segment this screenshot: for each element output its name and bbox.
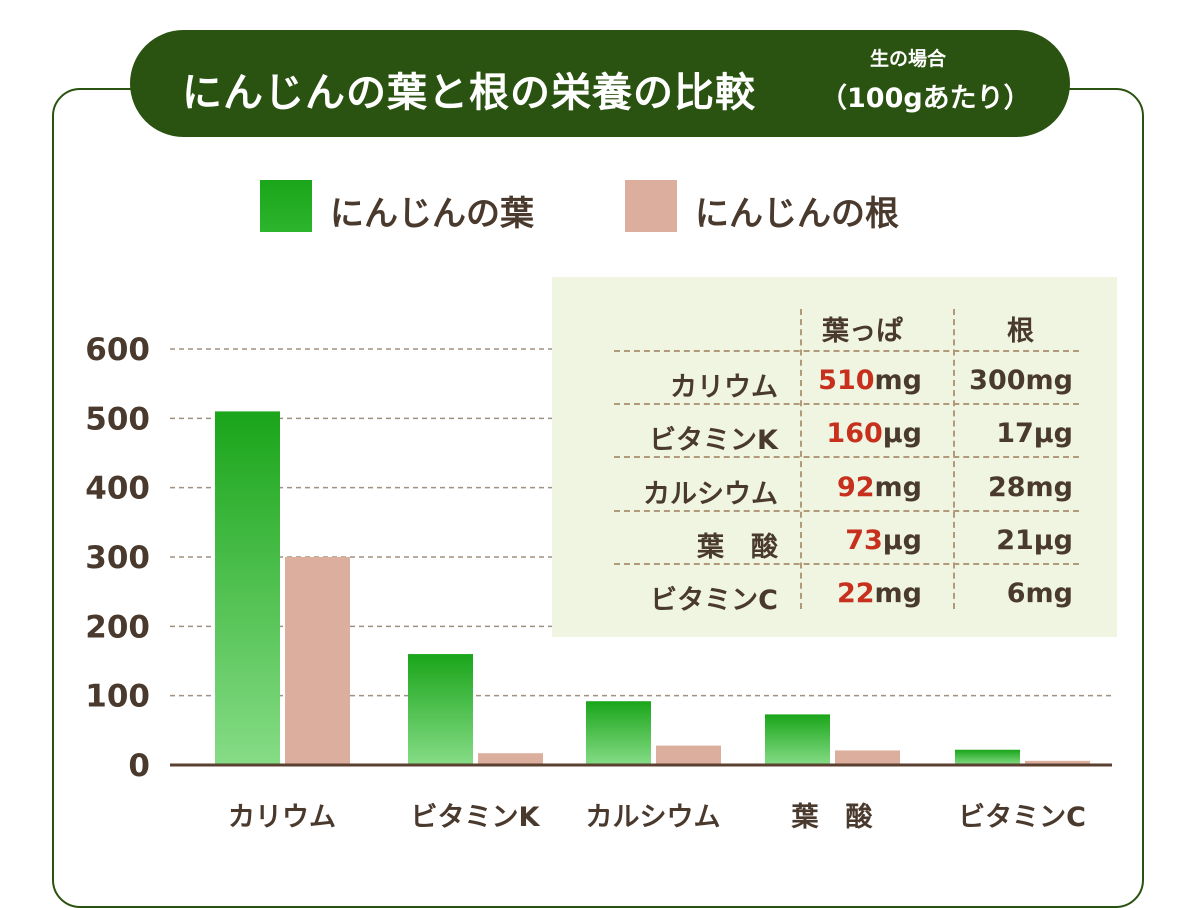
bar-leaf — [408, 654, 473, 765]
leaf-value: 510 — [818, 365, 875, 396]
root-value: 17μg — [996, 418, 1073, 449]
leaf-value: 92 — [836, 472, 875, 503]
table-row-divider — [614, 510, 1079, 512]
table-divider — [953, 309, 955, 609]
row-label: ビタミンC — [650, 585, 778, 616]
bar-leaf — [765, 714, 830, 765]
table-cell-label: カルシウム — [643, 472, 778, 511]
table-cell-root: 17μg — [996, 418, 1073, 449]
row-label: ビタミンK — [649, 425, 778, 456]
table-cell-leaf: 510mg — [818, 365, 922, 396]
leaf-value: 160 — [826, 418, 883, 449]
legend-label-root: にんじんの根 — [695, 194, 899, 234]
table-cell-label: ビタミンK — [649, 418, 778, 457]
row-label: 葉 酸 — [697, 532, 778, 563]
table-row-divider — [614, 403, 1079, 405]
x-tick-label: 葉 酸 — [791, 802, 874, 833]
table-cell-root: 28mg — [988, 472, 1073, 503]
bar-root — [835, 750, 900, 765]
x-tick-label: ビタミンC — [958, 802, 1086, 833]
y-tick-label: 0 — [128, 748, 150, 784]
table-header-root: 根 — [1007, 316, 1034, 347]
table-cell-leaf: 73μg — [845, 525, 922, 556]
table-cell-label: カリウム — [670, 365, 778, 404]
table-cell-label: ビタミンC — [650, 578, 778, 617]
table-cell-leaf: 160μg — [826, 418, 922, 449]
bar-chart: 0100200300400500600カリウム ビタミンK カルシウム葉 酸ビタミン… — [85, 332, 1112, 833]
root-value: 6mg — [1006, 578, 1073, 609]
y-tick-label: 300 — [85, 540, 150, 576]
table-cell-leaf: 22mg — [837, 578, 922, 609]
leaf-value: 22 — [836, 578, 875, 609]
title-banner: にんじんの葉と根の栄養の比較 生の場合 （100gあたり） — [130, 30, 1070, 137]
leaf-unit: mg — [874, 365, 922, 396]
table-cell-leaf: 92mg — [837, 472, 922, 503]
chart-title: にんじんの葉と根の栄養の比較 — [182, 70, 756, 116]
table-row-divider — [614, 350, 1079, 352]
table-cell-root: 300mg — [969, 365, 1073, 396]
row-label: カルシウム — [643, 479, 778, 510]
x-tick-label: カルシウム — [586, 802, 721, 833]
x-tick-label: カリウム — [228, 802, 336, 833]
table-cell-label: 葉 酸 — [697, 525, 778, 564]
y-tick-label: 200 — [85, 609, 150, 645]
y-tick-label: 100 — [85, 679, 150, 715]
leaf-unit: mg — [874, 472, 922, 503]
leaf-unit: μg — [882, 525, 922, 556]
y-tick-label: 500 — [85, 401, 150, 437]
root-value: 28mg — [987, 472, 1073, 503]
bar-leaf — [955, 749, 1020, 765]
chart-subtitle: 生の場合 — [870, 48, 947, 70]
chart-title-unit: （100gあたり） — [820, 83, 1031, 114]
bar-root — [656, 745, 721, 765]
bar-root — [285, 557, 350, 765]
table-header-leaf: 葉っぱ — [822, 316, 903, 347]
bar-root — [1025, 760, 1090, 765]
table-row-divider — [614, 563, 1079, 565]
y-tick-label: 400 — [85, 471, 150, 507]
bar-leaf — [586, 701, 651, 765]
bar-root — [478, 753, 543, 765]
table-cell-root: 21μg — [996, 525, 1073, 556]
leaf-value: 73 — [845, 525, 883, 556]
bar-leaf — [215, 411, 280, 765]
row-label: カリウム — [670, 372, 778, 403]
legend-swatch-root — [625, 180, 677, 232]
root-value: 300mg — [969, 365, 1073, 396]
leaf-unit: mg — [874, 578, 922, 609]
legend-label-leaf: にんじんの葉 — [330, 194, 534, 234]
legend-swatch-leaf — [260, 180, 312, 232]
x-tick-label: ビタミンK — [411, 802, 541, 833]
root-value: 21μg — [996, 525, 1073, 556]
leaf-unit: μg — [882, 418, 922, 449]
table-divider — [800, 309, 802, 609]
table-cell-root: 6mg — [1007, 578, 1073, 609]
table-row-divider — [614, 456, 1079, 458]
nutrition-table: 葉っぱ 根 カリウム 510mg 300mg ビタミンK 160μg 17μg カルシウム 9… — [552, 277, 1117, 637]
y-tick-label: 600 — [85, 332, 150, 368]
